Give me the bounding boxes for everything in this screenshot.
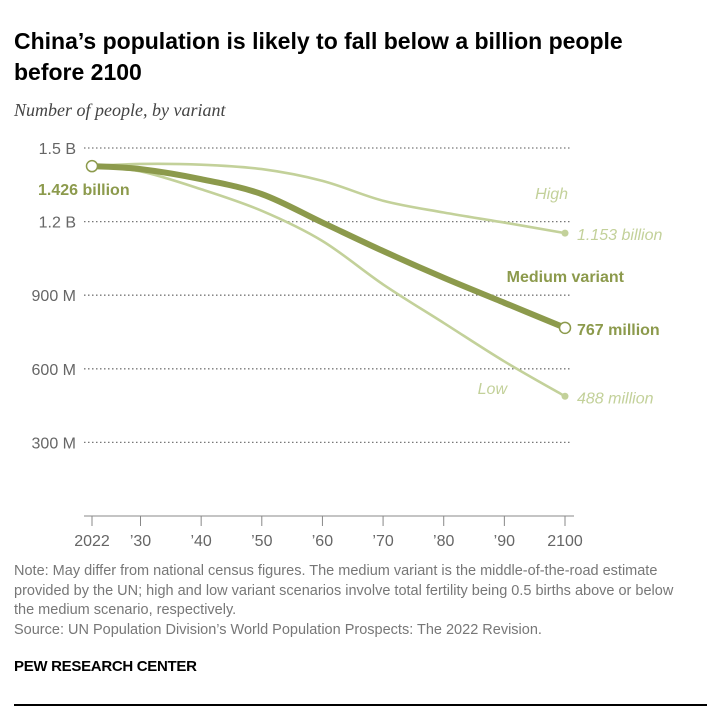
y-tick-label: 600 M <box>32 362 76 379</box>
end-label-medium-variant: 767 million <box>577 322 660 339</box>
brand-logo: PEW RESEARCH CENTER <box>14 658 197 675</box>
series-label-high: High <box>535 186 568 203</box>
series-line-medium-variant <box>89 163 568 331</box>
end-marker-high <box>561 229 569 237</box>
x-tick-label: ’60 <box>312 533 333 550</box>
x-tick-label: ’40 <box>190 533 211 550</box>
start-label: 1.426 billion <box>38 182 130 199</box>
line-chart: 300 M 600 M 900 M 1.2 B 1.5 B 2022 ’30 ’40 ’50 ’6… <box>32 141 663 550</box>
series-label-medium-variant: Medium variant <box>507 269 625 286</box>
x-tick-label: 2100 <box>547 533 583 550</box>
y-tick-label: 300 M <box>32 435 76 452</box>
chart-title: China’s population is likely to fall bel… <box>14 28 623 85</box>
bottom-rule <box>14 704 707 706</box>
x-tick-label: 2022 <box>74 533 110 550</box>
x-tick-label: ’50 <box>251 533 272 550</box>
series-line-high <box>90 162 567 235</box>
y-tick-label: 1.5 B <box>39 141 76 158</box>
start-marker <box>85 159 99 173</box>
end-marker-medium-variant <box>558 321 572 335</box>
y-tick-label: 900 M <box>32 288 76 305</box>
source-text: Source: UN Population Division’s World P… <box>14 621 542 638</box>
end-label-low: 488 million <box>577 390 654 407</box>
chart-subtitle: Number of people, by variant <box>14 100 226 120</box>
x-tick-label: ’70 <box>372 533 393 550</box>
note-text: Note: May differ from national census fi… <box>14 563 674 618</box>
series-line-low <box>90 164 567 398</box>
series-label-low: Low <box>478 381 509 398</box>
notes: Note: May differ from national census fi… <box>14 562 694 640</box>
end-label-high: 1.153 billion <box>577 227 663 244</box>
y-tick-label: 1.2 B <box>39 215 76 232</box>
end-marker-low <box>561 392 569 400</box>
x-tick-label: ’90 <box>494 533 515 550</box>
x-tick-label: ’30 <box>130 533 151 550</box>
x-tick-label: ’80 <box>433 533 454 550</box>
